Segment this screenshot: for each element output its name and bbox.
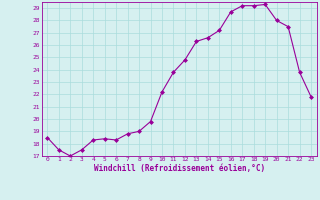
X-axis label: Windchill (Refroidissement éolien,°C): Windchill (Refroidissement éolien,°C) xyxy=(94,164,265,173)
